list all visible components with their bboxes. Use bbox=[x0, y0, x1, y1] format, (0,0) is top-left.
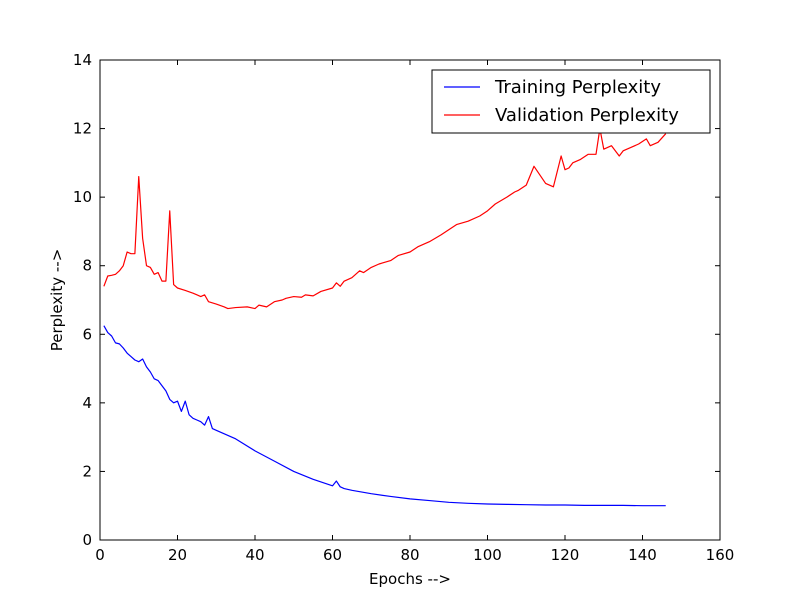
y-tick-label: 6 bbox=[82, 325, 92, 343]
x-tick-label: 100 bbox=[473, 546, 502, 564]
legend-label-1: Validation Perplexity bbox=[495, 105, 679, 126]
y-axis-label: Perplexity --> bbox=[48, 249, 66, 352]
x-tick-label: 160 bbox=[706, 546, 735, 564]
series-line-training bbox=[103, 325, 666, 507]
legend-label-0: Training Perplexity bbox=[494, 77, 661, 98]
legend: Training Perplexity Validation Perplexity bbox=[431, 69, 711, 134]
y-axis: 0 2 4 6 8 10 12 14 bbox=[73, 51, 720, 549]
plot-series-group bbox=[103, 127, 667, 507]
x-axis: 0 20 40 60 80 100 120 140 160 bbox=[95, 60, 734, 564]
y-tick-label: 0 bbox=[82, 531, 92, 549]
y-tick-label: 10 bbox=[73, 188, 92, 206]
y-tick-label: 4 bbox=[82, 394, 92, 412]
x-tick-label: 20 bbox=[168, 546, 187, 564]
y-tick-label: 2 bbox=[82, 462, 92, 480]
x-tick-label: 0 bbox=[95, 546, 105, 564]
y-tick-label: 8 bbox=[82, 257, 92, 275]
x-axis-label: Epochs --> bbox=[369, 570, 451, 588]
x-tick-label: 60 bbox=[323, 546, 342, 564]
y-tick-label: 14 bbox=[73, 51, 92, 69]
x-tick-label: 140 bbox=[628, 546, 657, 564]
series-line-validation bbox=[103, 127, 667, 310]
x-tick-label: 120 bbox=[551, 546, 580, 564]
x-tick-label: 40 bbox=[245, 546, 264, 564]
legend-box bbox=[431, 69, 711, 134]
x-tick-label: 80 bbox=[400, 546, 419, 564]
y-tick-label: 12 bbox=[73, 120, 92, 138]
